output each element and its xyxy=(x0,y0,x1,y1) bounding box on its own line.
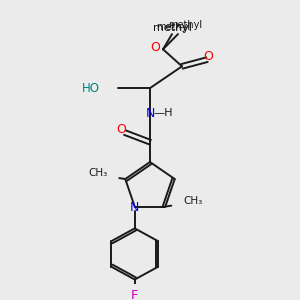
Text: N: N xyxy=(130,201,140,214)
Text: HO: HO xyxy=(82,82,100,94)
Text: O: O xyxy=(116,123,126,136)
Text: O: O xyxy=(203,50,213,63)
Text: CH₃: CH₃ xyxy=(88,168,107,178)
Text: N: N xyxy=(145,107,155,120)
Text: methyl: methyl xyxy=(152,23,191,33)
Text: F: F xyxy=(131,289,139,300)
Text: O: O xyxy=(150,41,160,54)
Text: methyl: methyl xyxy=(168,20,202,30)
Text: —H: —H xyxy=(153,108,173,118)
Text: CH₃: CH₃ xyxy=(183,196,202,206)
Text: methyl: methyl xyxy=(156,22,190,32)
